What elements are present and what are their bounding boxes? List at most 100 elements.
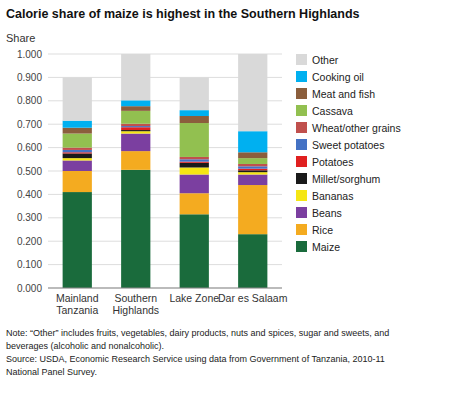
- bar-segment: [180, 157, 209, 159]
- y-axis-label: Share: [6, 32, 35, 44]
- bar-segment: [121, 126, 150, 127]
- bar-segment: [121, 170, 150, 288]
- y-tick-label: 0.000: [17, 283, 42, 294]
- legend-swatch: [296, 54, 307, 65]
- bar-segment: [180, 123, 209, 157]
- x-tick-label: MainlandTanzania: [56, 292, 99, 316]
- legend-label: Other: [312, 54, 339, 66]
- x-tick-label-line: Lake Zone: [169, 292, 219, 304]
- bar-segment: [63, 121, 92, 128]
- legend-swatch: [296, 122, 307, 133]
- bar-segment: [238, 169, 267, 171]
- x-tick-label-line: Highlands: [112, 304, 159, 316]
- bar-segment: [63, 160, 92, 171]
- bar-segment: [63, 148, 92, 150]
- legend-swatch: [296, 224, 307, 235]
- bar-segment: [63, 134, 92, 148]
- bar-segment: [63, 158, 92, 160]
- bar-segment: [63, 77, 92, 120]
- legend-swatch: [296, 156, 307, 167]
- bar-segment: [121, 131, 150, 133]
- bar-segment: [180, 193, 209, 214]
- note: beverages (alcoholic and nonalcoholic).: [6, 341, 164, 351]
- legend-swatch: [296, 241, 307, 252]
- bar-segment: [238, 166, 267, 168]
- bar-segment: [180, 175, 209, 194]
- bar-segment: [63, 128, 92, 134]
- bar-segment: [238, 152, 267, 158]
- bar-segment: [238, 158, 267, 164]
- x-tick-label-line: Southern: [114, 292, 157, 304]
- bar-segment: [238, 185, 267, 234]
- bar-segment: [180, 162, 209, 163]
- bar-segment: [121, 54, 150, 100]
- legend-label: Bananas: [312, 190, 353, 202]
- y-tick-label: 0.600: [17, 142, 42, 153]
- x-tick-label-line: Tanzania: [56, 304, 98, 316]
- x-tick-label-line: Dar es Salaam: [218, 292, 288, 304]
- legend-swatch: [296, 105, 307, 116]
- bar-segment: [63, 192, 92, 288]
- legend-swatch: [296, 88, 307, 99]
- bar-segment: [121, 106, 150, 111]
- note: Note: “Other” includes fruits, vegetable…: [6, 328, 389, 338]
- legend-label: Millet/sorghum: [312, 173, 381, 185]
- legend-label: Cassava: [312, 105, 353, 117]
- bar-segment: [180, 116, 209, 123]
- legend-swatch: [296, 139, 307, 150]
- y-tick-label: 0.900: [17, 72, 42, 83]
- bar-segment: [238, 131, 267, 152]
- bar-segment: [63, 171, 92, 192]
- bar-segment: [121, 127, 150, 130]
- bar-segment: [238, 170, 267, 172]
- bar-segment: [238, 172, 267, 174]
- legend-label: Rice: [312, 224, 333, 236]
- x-tick-label: Dar es Salaam: [218, 292, 288, 304]
- note: Source: USDA, Economic Research Service …: [6, 354, 385, 364]
- y-tick-label: 0.100: [17, 259, 42, 270]
- bar-segment: [63, 150, 92, 152]
- x-tick-label: SouthernHighlands: [112, 292, 159, 316]
- x-tick-label: Lake Zone: [169, 292, 219, 304]
- bar-segment: [238, 234, 267, 288]
- x-axis-line: [48, 288, 282, 289]
- legend-swatch: [296, 190, 307, 201]
- bar-segment: [180, 110, 209, 116]
- bar-segment: [180, 167, 209, 174]
- bar-segment: [63, 152, 92, 153]
- y-tick-label: 1.000: [17, 49, 42, 60]
- y-tick-label: 0.300: [17, 212, 42, 223]
- bar-segment: [121, 100, 150, 106]
- y-tick-label: 0.200: [17, 236, 42, 247]
- legend-label: Wheat/other grains: [312, 122, 401, 134]
- y-tick-label: 0.400: [17, 189, 42, 200]
- legend-label: Beans: [312, 207, 342, 219]
- legend-swatch: [296, 71, 307, 82]
- x-tick-label-line: Mainland: [56, 292, 99, 304]
- bar-segment: [180, 77, 209, 110]
- bar-segment: [238, 164, 267, 166]
- bar-segment: [121, 111, 150, 124]
- legend-swatch: [296, 207, 307, 218]
- grid-line: [48, 288, 282, 289]
- legend-label: Potatoes: [312, 156, 353, 168]
- bar-segment: [238, 175, 267, 186]
- legend-swatch: [296, 173, 307, 184]
- legend-label: Maize: [312, 241, 340, 253]
- bar-segment: [180, 214, 209, 288]
- legend-label: Sweet potatoes: [312, 139, 384, 151]
- legend-label: Meat and fish: [312, 88, 375, 100]
- bar-segment: [121, 130, 150, 131]
- legend-label: Cooking oil: [312, 71, 364, 83]
- legend: Other Cooking oil Meat and fish Cassava Whea…: [296, 54, 401, 253]
- title: Calorie share of maize is highest in the…: [6, 7, 360, 21]
- y-tick-label: 0.500: [17, 166, 42, 177]
- bar-segment: [121, 124, 150, 126]
- bars: [63, 54, 268, 288]
- grid: [48, 54, 282, 288]
- bar-segment: [63, 153, 92, 158]
- bar-segment: [180, 163, 209, 168]
- bar-segment: [180, 159, 209, 161]
- y-tick-label: 0.700: [17, 119, 42, 130]
- bar-segment: [238, 54, 267, 131]
